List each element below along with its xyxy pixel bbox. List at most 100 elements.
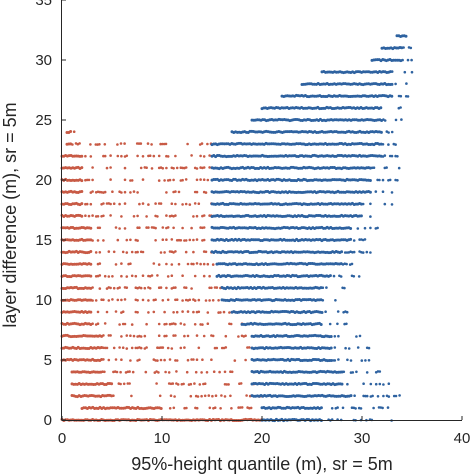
data-point [130, 179, 134, 182]
data-point [186, 142, 189, 146]
data-point [141, 202, 145, 205]
data-point [112, 250, 116, 254]
data-point [107, 334, 111, 337]
data-point [340, 250, 344, 254]
data-point [112, 286, 116, 290]
data-point [346, 358, 349, 362]
data-point [110, 382, 114, 386]
data-point [141, 155, 145, 158]
data-point [155, 382, 158, 385]
data-point [349, 394, 353, 398]
data-point [89, 143, 92, 146]
data-point [156, 274, 159, 277]
data-point [184, 250, 188, 254]
data-point [168, 358, 172, 361]
data-point [172, 226, 175, 230]
data-point [84, 154, 87, 158]
data-point [136, 299, 139, 302]
data-point [129, 191, 132, 194]
data-point [157, 179, 161, 182]
data-point [192, 262, 195, 266]
y-tick-label: 25 [35, 112, 52, 129]
data-point [360, 359, 364, 362]
data-point [154, 298, 157, 302]
data-point [112, 202, 116, 205]
data-point [102, 202, 105, 205]
data-point [154, 239, 157, 242]
data-point [219, 407, 222, 410]
data-point [175, 359, 179, 362]
data-point [123, 298, 127, 301]
data-point [189, 394, 193, 398]
data-point [89, 274, 93, 278]
data-point [190, 287, 193, 290]
data-point [138, 226, 141, 229]
data-point [195, 178, 199, 182]
data-point [174, 250, 177, 253]
data-point [184, 239, 188, 242]
data-point [170, 263, 174, 266]
y-axis-label: layer difference (m), sr = 5m [0, 102, 20, 327]
data-point [356, 227, 360, 230]
data-point [190, 154, 193, 157]
data-point [330, 407, 334, 410]
data-point [379, 106, 383, 110]
data-point [203, 394, 207, 398]
data-point [150, 167, 154, 170]
data-point [173, 395, 176, 398]
data-point [150, 274, 154, 277]
data-point [328, 322, 332, 326]
data-point [146, 142, 150, 145]
data-point [89, 310, 93, 314]
data-point [202, 155, 206, 158]
data-point [409, 46, 413, 50]
data-point [109, 334, 112, 337]
data-point [138, 358, 141, 362]
data-point [208, 166, 211, 169]
data-point [192, 238, 195, 242]
data-point [125, 334, 129, 337]
data-point [202, 178, 206, 181]
data-point [164, 370, 167, 374]
data-point [94, 299, 98, 302]
data-point [365, 371, 369, 374]
data-point [213, 406, 217, 410]
data-point [150, 143, 153, 146]
data-point [131, 370, 135, 374]
data-point [156, 359, 159, 362]
data-point [123, 202, 127, 205]
data-point [197, 310, 201, 314]
data-point [80, 179, 84, 183]
data-point [165, 238, 168, 241]
data-point [89, 262, 93, 266]
data-point [199, 262, 202, 266]
data-point [170, 347, 174, 350]
data-point [147, 311, 150, 314]
data-point [144, 370, 148, 374]
data-point [181, 310, 184, 313]
y-tick-label: 30 [35, 52, 52, 69]
data-point [186, 334, 190, 338]
data-point [184, 166, 188, 169]
data-point [383, 119, 387, 122]
data-point [201, 323, 204, 326]
data-point [91, 214, 94, 217]
data-point [381, 178, 385, 182]
data-point [195, 214, 199, 218]
data-point [329, 335, 333, 338]
data-point [192, 358, 195, 361]
y-tick-label: 0 [44, 412, 52, 429]
data-point [208, 406, 212, 410]
data-point [141, 178, 145, 181]
data-point [159, 346, 163, 349]
data-point [72, 130, 76, 133]
data-point [112, 394, 115, 398]
data-point [91, 178, 94, 182]
data-point [128, 370, 131, 373]
x-axis-label: 95%-height quantile (m), sr = 5m [131, 454, 393, 474]
data-point [381, 143, 385, 146]
data-point [107, 275, 111, 278]
data-point [397, 166, 401, 170]
data-point [197, 298, 201, 302]
data-point [138, 202, 141, 206]
